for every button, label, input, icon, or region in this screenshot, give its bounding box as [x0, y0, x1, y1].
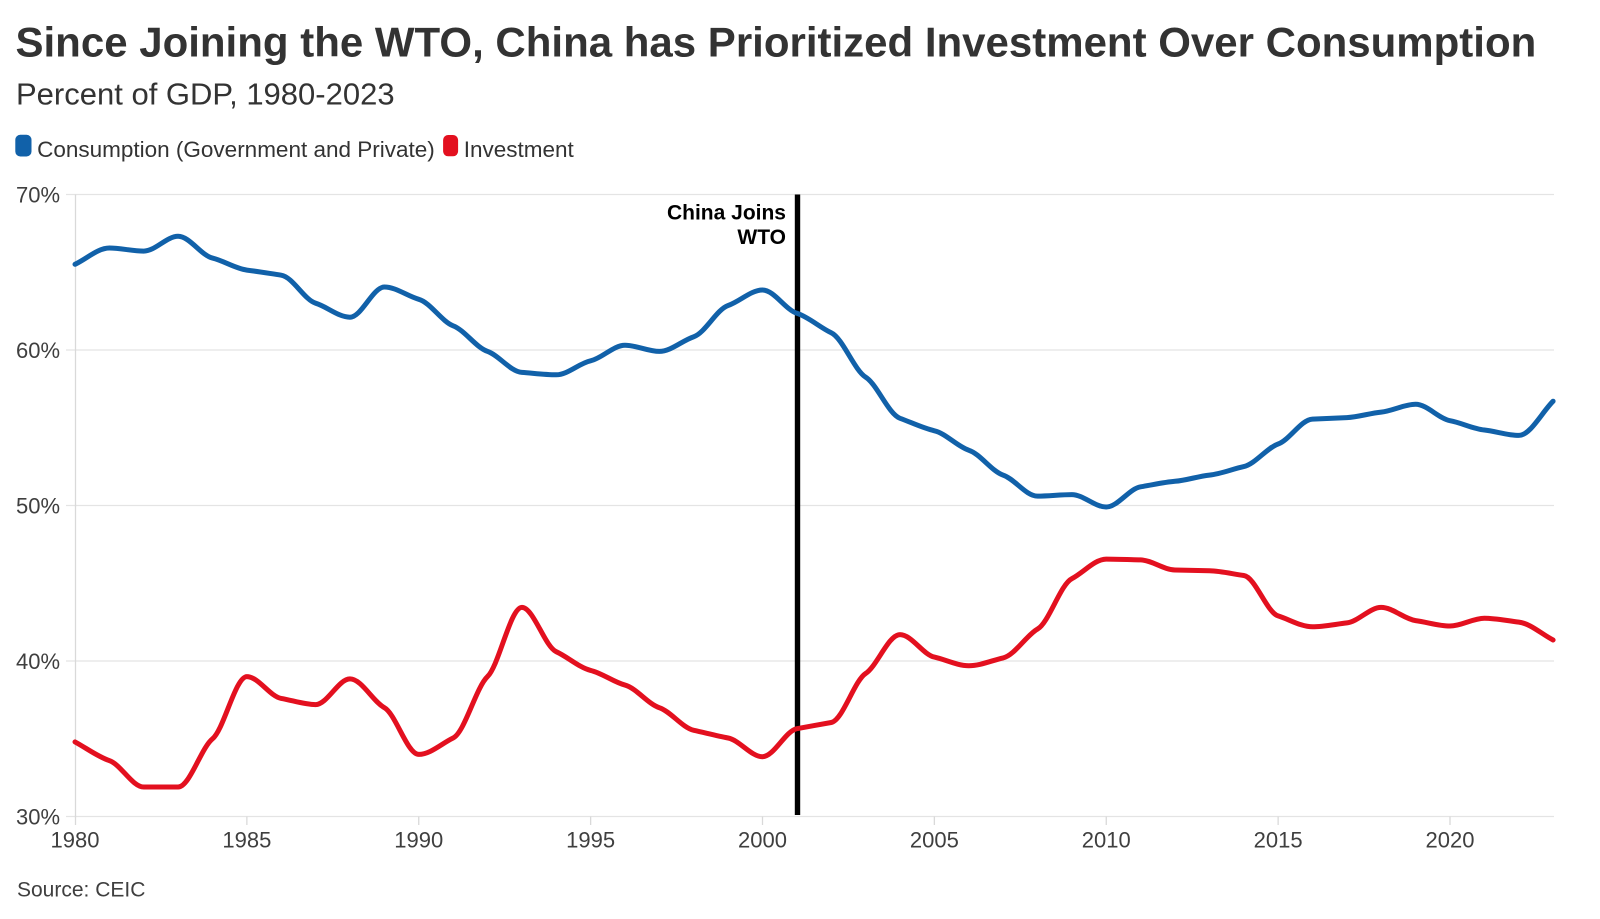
- svg-text:2020: 2020: [1426, 828, 1475, 853]
- svg-text:30%: 30%: [16, 805, 60, 830]
- svg-text:China Joins: China Joins: [667, 201, 786, 224]
- svg-text:1990: 1990: [394, 828, 443, 853]
- svg-text:1980: 1980: [51, 828, 100, 853]
- svg-text:70%: 70%: [16, 183, 60, 208]
- svg-text:2000: 2000: [738, 828, 787, 853]
- svg-text:2015: 2015: [1254, 828, 1303, 853]
- svg-text:Consumption (Government and Pr: Consumption (Government and Private): [37, 137, 435, 162]
- svg-text:60%: 60%: [16, 338, 60, 363]
- svg-text:Source: CEIC: Source: CEIC: [17, 879, 145, 902]
- svg-text:50%: 50%: [16, 494, 60, 519]
- svg-text:2005: 2005: [910, 828, 959, 853]
- svg-text:1985: 1985: [222, 828, 271, 853]
- svg-text:1995: 1995: [566, 828, 615, 853]
- svg-text:WTO: WTO: [737, 226, 786, 249]
- svg-text:2010: 2010: [1082, 828, 1131, 853]
- svg-text:Since Joining the WTO, China h: Since Joining the WTO, China has Priorit…: [16, 18, 1537, 65]
- svg-text:Percent of GDP, 1980-2023: Percent of GDP, 1980-2023: [16, 77, 395, 112]
- svg-text:40%: 40%: [16, 649, 60, 674]
- svg-text:Investment: Investment: [464, 137, 575, 162]
